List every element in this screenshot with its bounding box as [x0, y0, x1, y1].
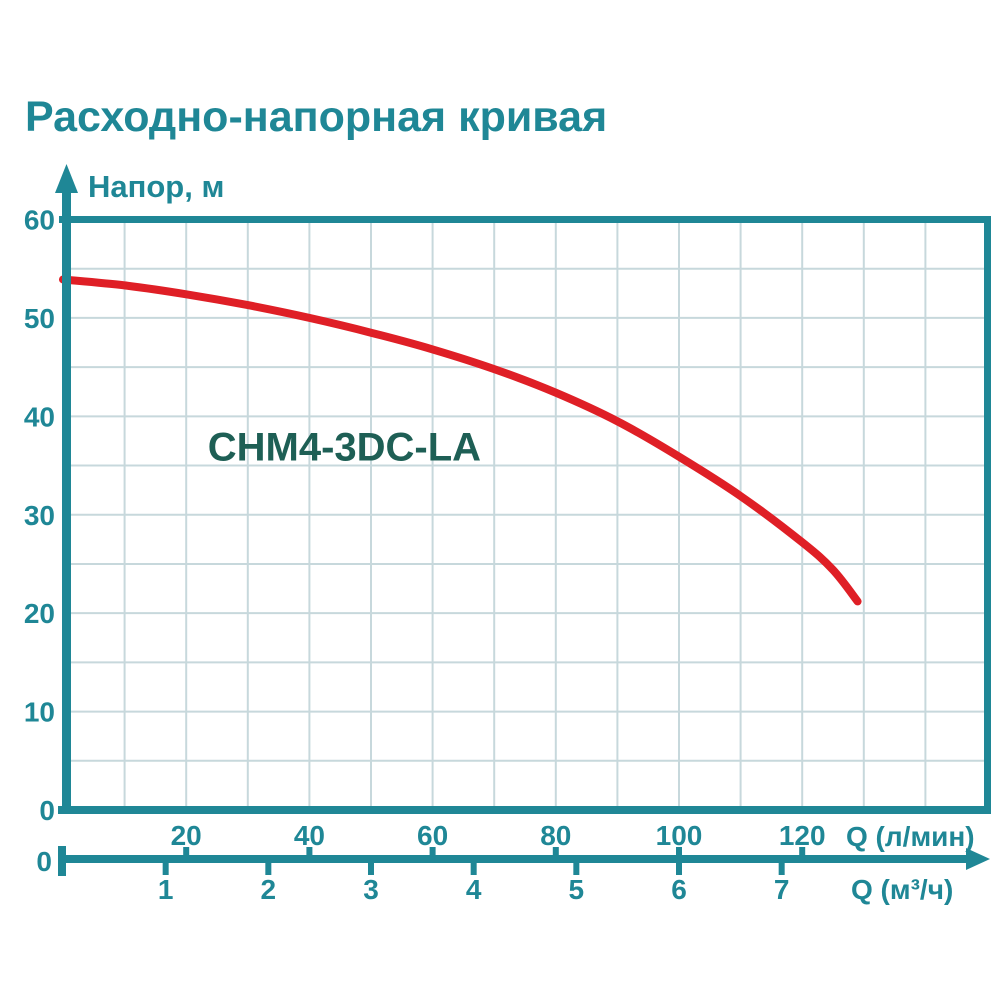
y-axis-line — [62, 192, 71, 814]
x-tick-label-m3h: 2 — [261, 874, 277, 905]
x-axis-origin-cap — [58, 846, 66, 876]
x-axis-primary-unit-label: Q (л/мин) — [846, 821, 975, 852]
y-axis-arrow-icon — [55, 164, 78, 193]
y-tick-label: 50 — [24, 303, 55, 334]
x-axis-ruler: 0 20 40 60 80 100 120 1 2 3 4 5 6 7 — [36, 820, 990, 905]
x-tick-label-m3h: 1 — [158, 874, 174, 905]
x-axis-arrow-icon — [966, 848, 990, 870]
x-tick-label-m3h: 3 — [363, 874, 379, 905]
y-tick-label: 0 — [39, 795, 55, 826]
y-tick-label: 40 — [24, 401, 55, 432]
x-tick-lmin — [799, 847, 806, 855]
x-tick-label-lmin: 100 — [656, 820, 703, 851]
y-tick-label: 10 — [24, 697, 55, 728]
y-tick-label: 20 — [24, 598, 55, 629]
x-tick-label-lmin: 120 — [779, 820, 826, 851]
x-tick-label-lmin: 60 — [417, 820, 448, 851]
x-tick-label-m3h: 7 — [774, 874, 790, 905]
x-tick-m3h — [265, 863, 272, 875]
x-tick-label-lmin: 40 — [294, 820, 325, 851]
x-tick-label-m3h: 5 — [569, 874, 585, 905]
x-tick-lmin — [306, 847, 313, 855]
x-axis-secondary-unit-label: Q (м³/ч) — [851, 874, 953, 905]
x-tick-lmin — [183, 847, 190, 855]
y-tick-label: 30 — [24, 500, 55, 531]
plot-frame — [58, 216, 991, 814]
x-tick-label-m3h: 4 — [466, 874, 482, 905]
y-tick-label: 60 — [24, 205, 55, 236]
x-tick-m3h — [470, 863, 477, 875]
y-axis-title: Напор, м — [88, 169, 224, 204]
x-tick-label-m3h: 6 — [671, 874, 687, 905]
y-axis: 0 10 20 30 40 50 60 — [24, 164, 78, 826]
x-tick-label-lmin: 20 — [171, 820, 202, 851]
grid-lines — [63, 219, 987, 810]
x-tick-m3h — [162, 863, 169, 875]
pump-curve-line — [59, 275, 862, 606]
x-tick-m3h — [676, 863, 683, 875]
chart-title: Расходно-напорная кривая — [25, 93, 607, 141]
x-axis-line — [60, 855, 968, 863]
x-tick-label-lmin: 80 — [540, 820, 571, 851]
pump-curve — [59, 275, 862, 606]
x-origin-label: 0 — [36, 846, 52, 877]
x-tick-lmin — [429, 847, 436, 855]
pump-model-label: CHM4-3DC-LA — [208, 426, 481, 470]
x-tick-lmin — [552, 847, 559, 855]
x-tick-m3h — [368, 863, 375, 875]
x-tick-m3h — [778, 863, 785, 875]
x-tick-m3h — [573, 863, 580, 875]
x-tick-lmin — [676, 847, 682, 855]
